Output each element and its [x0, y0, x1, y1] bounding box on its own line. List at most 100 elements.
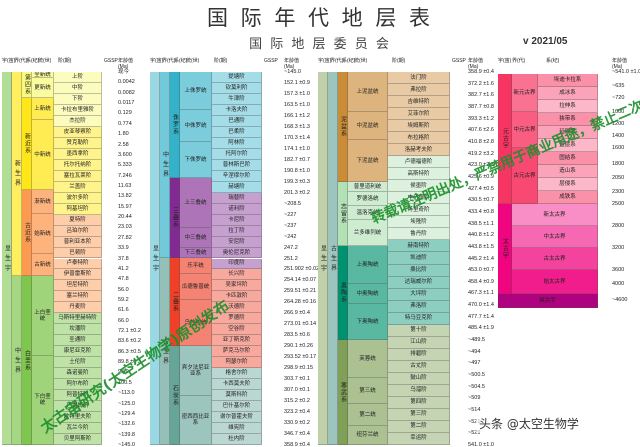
eon-cell: 元古宇	[498, 74, 512, 204]
age-value: 33.9	[118, 245, 129, 252]
age-value: ~514	[468, 407, 481, 414]
system-cell: 白垩系	[22, 276, 32, 445]
stage-cell: 第三阶	[388, 408, 450, 421]
stage-cell: 巴柔阶	[212, 126, 262, 138]
series-cell: 第二统	[348, 404, 388, 426]
stage-cell: 瓦兰今阶	[54, 423, 102, 435]
column-header: 统(世)	[38, 58, 52, 64]
age-value: ~145.0	[118, 442, 135, 447]
eon-cell: 显 生 宇	[2, 72, 12, 445]
age-value: 467.3 ±1.1	[468, 290, 494, 297]
age-value: 190.8 ±1.0	[284, 167, 310, 174]
age-value: ~145.0	[284, 69, 301, 75]
age-value: 315.2 ±0.2	[284, 398, 310, 405]
age-value: 47.8	[118, 276, 129, 283]
stage-cell: 诺利阶	[212, 203, 262, 215]
age-value: 182.7 ±0.7	[284, 156, 310, 163]
column-header: 系(纪)	[26, 58, 40, 64]
age-value: 346.7 ±0.4	[284, 431, 310, 438]
age-value: 387.7 ±0.8	[468, 103, 494, 110]
credit-label: 头条 @太空生物学	[476, 414, 582, 433]
stage-cell: 江山阶	[388, 336, 450, 349]
stage-cell: 圣通阶	[54, 335, 102, 347]
stage-cell: 巴顿阶	[54, 247, 102, 259]
age-value: 293.52 ±0.17	[284, 354, 317, 361]
age-value: 27.82	[118, 234, 132, 241]
age-value: 11.63	[118, 182, 132, 189]
stage-cell: 长兴阶	[212, 269, 262, 281]
age-value: 163.5 ±1.0	[284, 101, 310, 108]
age-value: 23.03	[118, 224, 132, 231]
age-value: 0.0082	[118, 89, 135, 96]
stage-cell: 贝里阿斯阶	[54, 434, 102, 445]
age-value: 37.8	[118, 255, 129, 262]
series-cell: 下白垩统	[32, 356, 54, 445]
age-value: 13.82	[118, 193, 132, 200]
age-value: 407.6 ±2.6	[468, 127, 494, 134]
system-cell: 层侵系	[538, 178, 598, 191]
stage-cell: 维宪阶	[212, 423, 262, 435]
age-value: ~208.5	[284, 200, 301, 207]
stage-cell: 卢泰特阶	[54, 258, 102, 270]
series-cell: 纽芬兰统	[348, 426, 388, 445]
series-cell: 中泥盆统	[348, 112, 388, 140]
age-value: 290.1 ±0.26	[284, 343, 314, 350]
age-value: 86.3 ±0.5	[118, 348, 141, 355]
age-value: 2800	[612, 223, 625, 229]
column-header: 宇(宙)	[498, 58, 512, 64]
series-cell: 始新统	[32, 214, 54, 254]
age-value: 199.3 ±0.3	[284, 178, 310, 185]
age-value: 430.5 ±0.7	[468, 197, 494, 204]
series-cell: 更新统	[32, 78, 54, 98]
series-cell: 古新统	[32, 254, 54, 276]
stage-cell: 古丈阶	[388, 360, 450, 373]
stage-cell: 阿瑟尔阶	[212, 357, 262, 369]
age-value: 410.8 ±2.8	[468, 138, 494, 145]
column-header: GSSP	[452, 58, 466, 64]
stage-cell: 提塘阶	[212, 72, 262, 83]
era-cell: 古 生 界	[160, 258, 170, 445]
stage-cell: 第十阶	[388, 324, 450, 337]
age-value: 433.4 ±0.8	[468, 208, 494, 215]
stage-cell: 坎潘阶	[54, 324, 102, 336]
series-cell: 上三叠统	[180, 178, 212, 228]
stage-cell: 大坪阶	[388, 288, 450, 301]
stage-cell: 奥伦尼克阶	[212, 247, 262, 259]
era-cell: 新 生 界	[12, 72, 22, 276]
series-cell: 芙蓉统	[348, 340, 388, 378]
stage-cell: 波尔多阶	[54, 192, 102, 204]
column-header: 阶(期)	[392, 58, 406, 64]
age-value: 66.0	[118, 317, 129, 324]
stage-cell: 丹麦阶	[54, 302, 102, 314]
stage-cell: 萨克马尔阶	[212, 346, 262, 358]
eon-cell: 冥古宇	[498, 294, 598, 308]
series-cell: 下泥盆统	[348, 140, 388, 182]
era-cell: 古 生 界	[328, 72, 338, 445]
age-value: 438.5 ±1.1	[468, 220, 494, 227]
age-value: 56.0	[118, 286, 129, 293]
era-cell: 新太古界	[512, 204, 598, 226]
age-value: 298.9 ±0.15	[284, 365, 314, 372]
system-cell: 泥盆系	[338, 72, 348, 182]
age-value: 2300	[612, 189, 625, 195]
age-value: 423.0 ±2.3	[468, 162, 494, 169]
column-header: 系(纪)	[342, 58, 356, 64]
column-header: 界(代)	[512, 58, 526, 64]
stage-cell: 康尼亚克阶	[54, 346, 102, 358]
stage-cell: 伊普雷斯阶	[54, 269, 102, 281]
age-value: 251.2	[284, 255, 298, 262]
stage-cell: 侯墨阶	[388, 180, 450, 193]
stage-cell: 赫塘阶	[212, 181, 262, 193]
stage-cell: 阿基坦阶	[54, 203, 102, 215]
column-header: 阶(期)	[214, 58, 228, 64]
system-cell: 侏罗系	[170, 72, 180, 178]
age-value: 100.5	[118, 379, 132, 386]
version-label: v 2021/05	[523, 36, 568, 47]
age-value: 0.0117	[118, 100, 135, 107]
page-subtitle: 国 际 地 层 委 员 会	[249, 37, 391, 52]
age-value: 3600	[612, 267, 625, 273]
age-value: 15.97	[118, 203, 132, 210]
age-value: 453.0 ±0.7	[468, 267, 494, 274]
age-value: ~494	[468, 348, 481, 355]
stage-cell: 森诺曼阶	[54, 368, 102, 380]
